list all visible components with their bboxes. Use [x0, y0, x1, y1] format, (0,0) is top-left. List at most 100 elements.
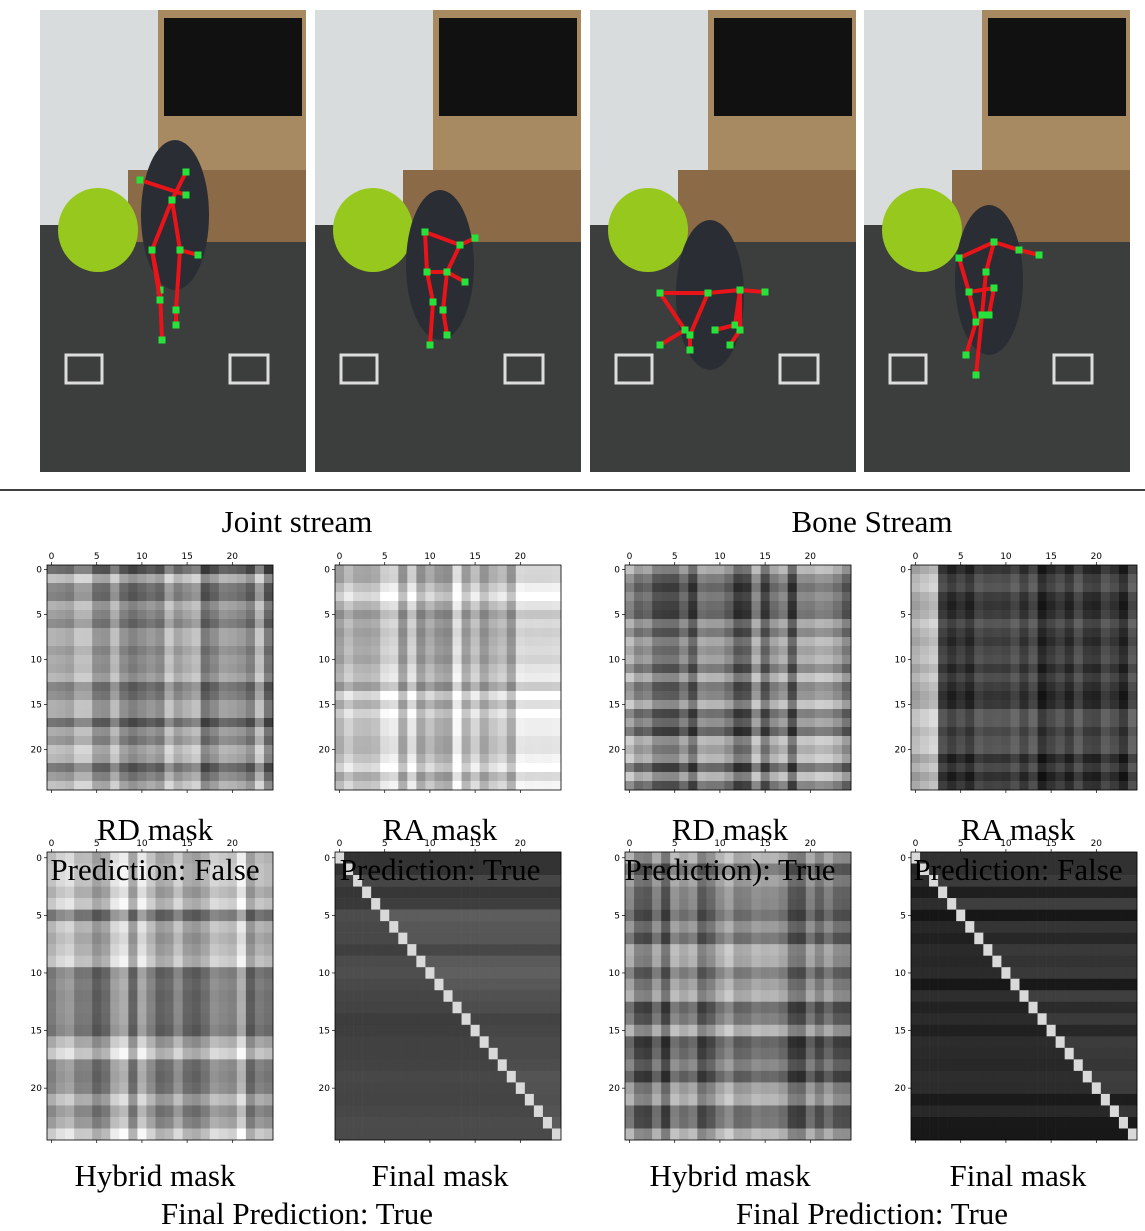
- heatmap-cell: [779, 967, 788, 979]
- heatmap-cell: [652, 754, 661, 763]
- heatmap-cell: [462, 718, 471, 727]
- heatmap-cell: [1119, 619, 1128, 628]
- heatmap-cell: [1047, 610, 1056, 619]
- heatmap-cell: [434, 1002, 443, 1014]
- heatmap-cell: [246, 655, 255, 664]
- heatmap-cell: [1074, 601, 1083, 610]
- heatmap-cell: [192, 655, 201, 664]
- heatmap-cell: [761, 1094, 770, 1106]
- heatmap-cell: [380, 637, 389, 646]
- heatmap-cell: [752, 1071, 761, 1083]
- heatmap-cell: [425, 910, 434, 922]
- heatmap-cell: [155, 979, 164, 991]
- heatmap-cell: [1110, 727, 1119, 736]
- heatmap-cell: [788, 574, 797, 583]
- heatmap-cell: [733, 709, 742, 718]
- heatmap-cell: [965, 763, 974, 772]
- heatmap-cell: [425, 944, 434, 956]
- heatmap-cell: [643, 1013, 652, 1025]
- heatmap-cell: [92, 754, 101, 763]
- heatmap-cell: [74, 887, 83, 899]
- heatmap-cell: [1010, 610, 1019, 619]
- heatmap-cell: [453, 1128, 462, 1140]
- heatmap-cell: [516, 898, 525, 910]
- heatmap-cell: [715, 646, 724, 655]
- heatmap-cell: [743, 1082, 752, 1094]
- heatmap-cell: [237, 921, 246, 933]
- heatmap-cell: [929, 682, 938, 691]
- skeleton-joint: [157, 297, 164, 304]
- heatmap-cell: [489, 682, 498, 691]
- heatmap-cell: [228, 745, 237, 754]
- heatmap-cell: [733, 700, 742, 709]
- heatmap-cell: [670, 637, 679, 646]
- heatmap-cell: [525, 646, 534, 655]
- heatmap-cell: [1119, 628, 1128, 637]
- heatmap-cell: [806, 673, 815, 682]
- heatmap-cell: [806, 1105, 815, 1117]
- heatmap-cell: [688, 944, 697, 956]
- heatmap-cell: [806, 944, 815, 956]
- heatmap-cell: [1119, 709, 1128, 718]
- heatmap-cell: [715, 781, 724, 790]
- heatmap-cell: [724, 1002, 733, 1014]
- heatmap-cell: [507, 637, 516, 646]
- heatmap-cell: [974, 682, 983, 691]
- heatmap-cell: [743, 610, 752, 619]
- heatmap-cell: [344, 933, 353, 945]
- heatmap-cell: [965, 979, 974, 991]
- heatmap-cell: [498, 745, 507, 754]
- heatmap-cell: [974, 944, 983, 956]
- heatmap-cell: [679, 700, 688, 709]
- heatmap-cell: [956, 646, 965, 655]
- heatmap-cell: [353, 754, 362, 763]
- heatmap-cell: [335, 673, 344, 682]
- heatmap-cell: [237, 655, 246, 664]
- heatmap-cell: [183, 583, 192, 592]
- heatmap-cell: [842, 727, 851, 736]
- heatmap-cell: [434, 1048, 443, 1060]
- heatmap-cell: [480, 1002, 489, 1014]
- heatmap-cell: [264, 933, 273, 945]
- heatmap-cell: [1101, 898, 1110, 910]
- skeleton-joint: [657, 290, 664, 297]
- heatmap-cell: [137, 1036, 146, 1048]
- heatmap-cell: [797, 601, 806, 610]
- heatmap-cell: [670, 772, 679, 781]
- heatmap-cell: [806, 967, 815, 979]
- heatmap-cell: [625, 921, 634, 933]
- heatmap-cell: [110, 592, 119, 601]
- heatmap-cell: [407, 772, 416, 781]
- heatmap-cell: [956, 745, 965, 754]
- heatmap-cell: [1092, 754, 1101, 763]
- heatmap-cell: [788, 967, 797, 979]
- heatmap-cell: [670, 921, 679, 933]
- heatmap-cell: [471, 933, 480, 945]
- heatmap-cell: [992, 745, 1001, 754]
- heatmap-cell: [119, 1094, 128, 1106]
- heatmap-cell: [489, 1071, 498, 1083]
- heatmap-cell: [353, 700, 362, 709]
- heatmap-cell: [56, 1128, 65, 1140]
- heatmap-cell: [65, 1094, 74, 1106]
- heatmap-cell: [210, 887, 219, 899]
- heatmap-cell: [965, 646, 974, 655]
- heatmap-cell: [471, 709, 480, 718]
- heatmap-cell: [453, 956, 462, 968]
- heatmap-cell: [1074, 956, 1083, 968]
- x-tick-label: 20: [515, 839, 527, 849]
- heatmap-cell: [911, 887, 920, 899]
- heatmap-cell: [110, 921, 119, 933]
- heatmap-cell: [362, 1071, 371, 1083]
- heatmap-cell: [842, 772, 851, 781]
- heatmap-cell: [661, 763, 670, 772]
- heatmap-cell: [56, 565, 65, 574]
- heatmap-cell: [56, 967, 65, 979]
- heatmap-cell: [453, 1025, 462, 1037]
- heatmap-cell: [797, 887, 806, 899]
- heatmap-cell: [201, 772, 210, 781]
- heatmap-cell: [371, 1013, 380, 1025]
- heatmap-cell: [543, 754, 552, 763]
- heatmap-cell: [264, 944, 273, 956]
- heatmap-cell: [371, 979, 380, 991]
